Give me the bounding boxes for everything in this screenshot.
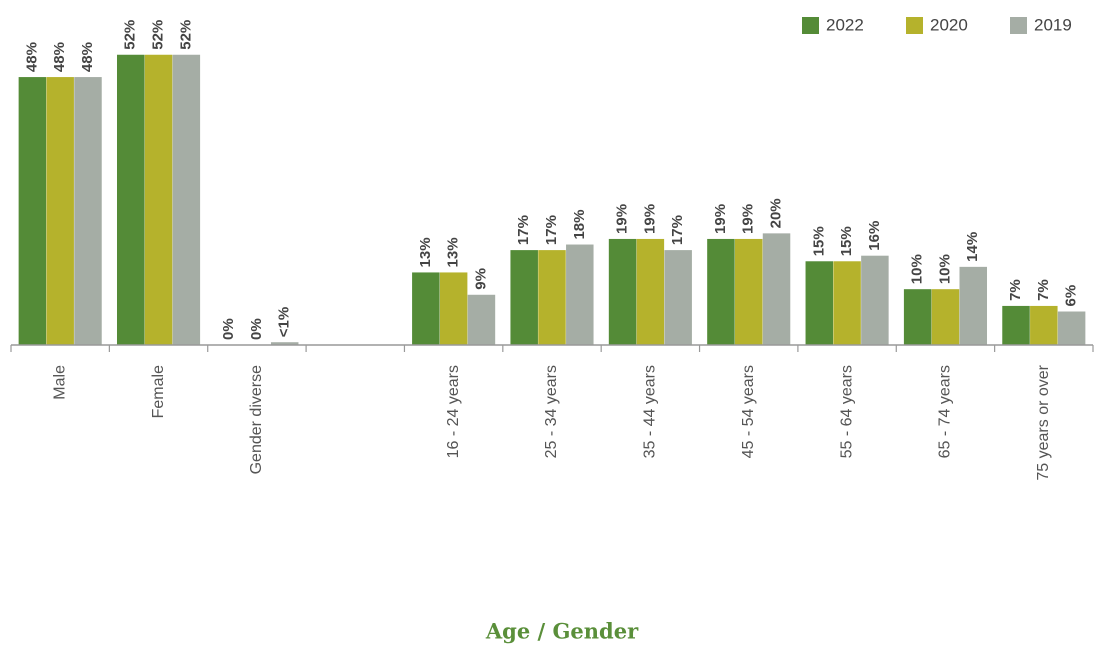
value-label: 10% [909,254,926,284]
x-tick-label: Female [150,365,167,418]
value-label: 17% [515,215,532,245]
value-label: 18% [571,209,588,239]
bar [538,250,566,345]
bar [833,261,861,345]
value-label: 52% [177,20,194,50]
value-label: 13% [445,237,462,267]
bar [664,250,692,345]
value-label: 14% [964,232,981,262]
bar [18,77,47,345]
x-tick-label: 16 - 24 years [445,365,462,458]
value-label: <1% [276,307,293,337]
bar [439,272,468,345]
value-label: 0% [220,318,237,340]
value-label: 52% [122,20,139,50]
value-label: 20% [767,198,784,228]
x-tick-label: 55 - 64 years [838,365,855,458]
value-label: 19% [641,204,658,234]
bar [707,238,735,345]
bar [270,342,299,345]
bar [959,266,988,345]
bar [762,233,791,345]
legend-label: 2020 [930,15,968,34]
bar [1057,311,1086,345]
value-label: 13% [417,237,434,267]
bar [1002,305,1030,345]
value-label: 0% [248,318,265,340]
bar [144,54,173,345]
bar [412,272,440,345]
bar [931,289,960,345]
bar [608,238,637,345]
bar [510,250,538,345]
bar [734,238,763,345]
value-label: 9% [472,268,489,290]
value-label: 7% [1035,279,1052,301]
bar [805,261,834,345]
value-label: 16% [866,221,883,251]
x-tick-label: 75 years or over [1035,364,1052,480]
value-label: 15% [810,226,827,256]
legend-label: 2019 [1034,15,1072,34]
x-tick-label: 35 - 44 years [642,365,659,458]
bar [46,77,74,345]
x-tick-label: 45 - 54 years [740,365,757,458]
bar [861,255,889,345]
bar [467,294,496,345]
x-tick-label: Male [51,365,68,400]
value-label: 48% [51,42,68,72]
value-label: 48% [79,42,96,72]
value-label: 19% [740,204,757,234]
value-label: 52% [150,20,167,50]
bar [1030,305,1058,345]
value-label: 6% [1063,285,1080,307]
bar [116,54,145,345]
value-label: 17% [669,215,686,245]
x-tick-label: 65 - 74 years [937,365,954,458]
value-label: 15% [838,226,855,256]
legend-label: 2022 [826,15,864,34]
value-label: 19% [614,204,631,234]
bar [636,238,665,345]
bar [903,289,932,345]
x-tick-label: 25 - 34 years [543,365,560,458]
legend-swatch [802,17,819,34]
bar [172,54,201,345]
value-label: 48% [23,42,40,72]
x-tick-label: Gender diverse [248,365,265,474]
legend-swatch [1010,17,1027,34]
bar [74,77,102,345]
bar [566,244,594,345]
value-label: 10% [936,254,953,284]
value-label: 17% [543,215,560,245]
value-label: 7% [1007,279,1024,301]
x-axis-title: Age / Gender [485,619,639,644]
legend-swatch [906,17,923,34]
value-label: 19% [712,204,729,234]
